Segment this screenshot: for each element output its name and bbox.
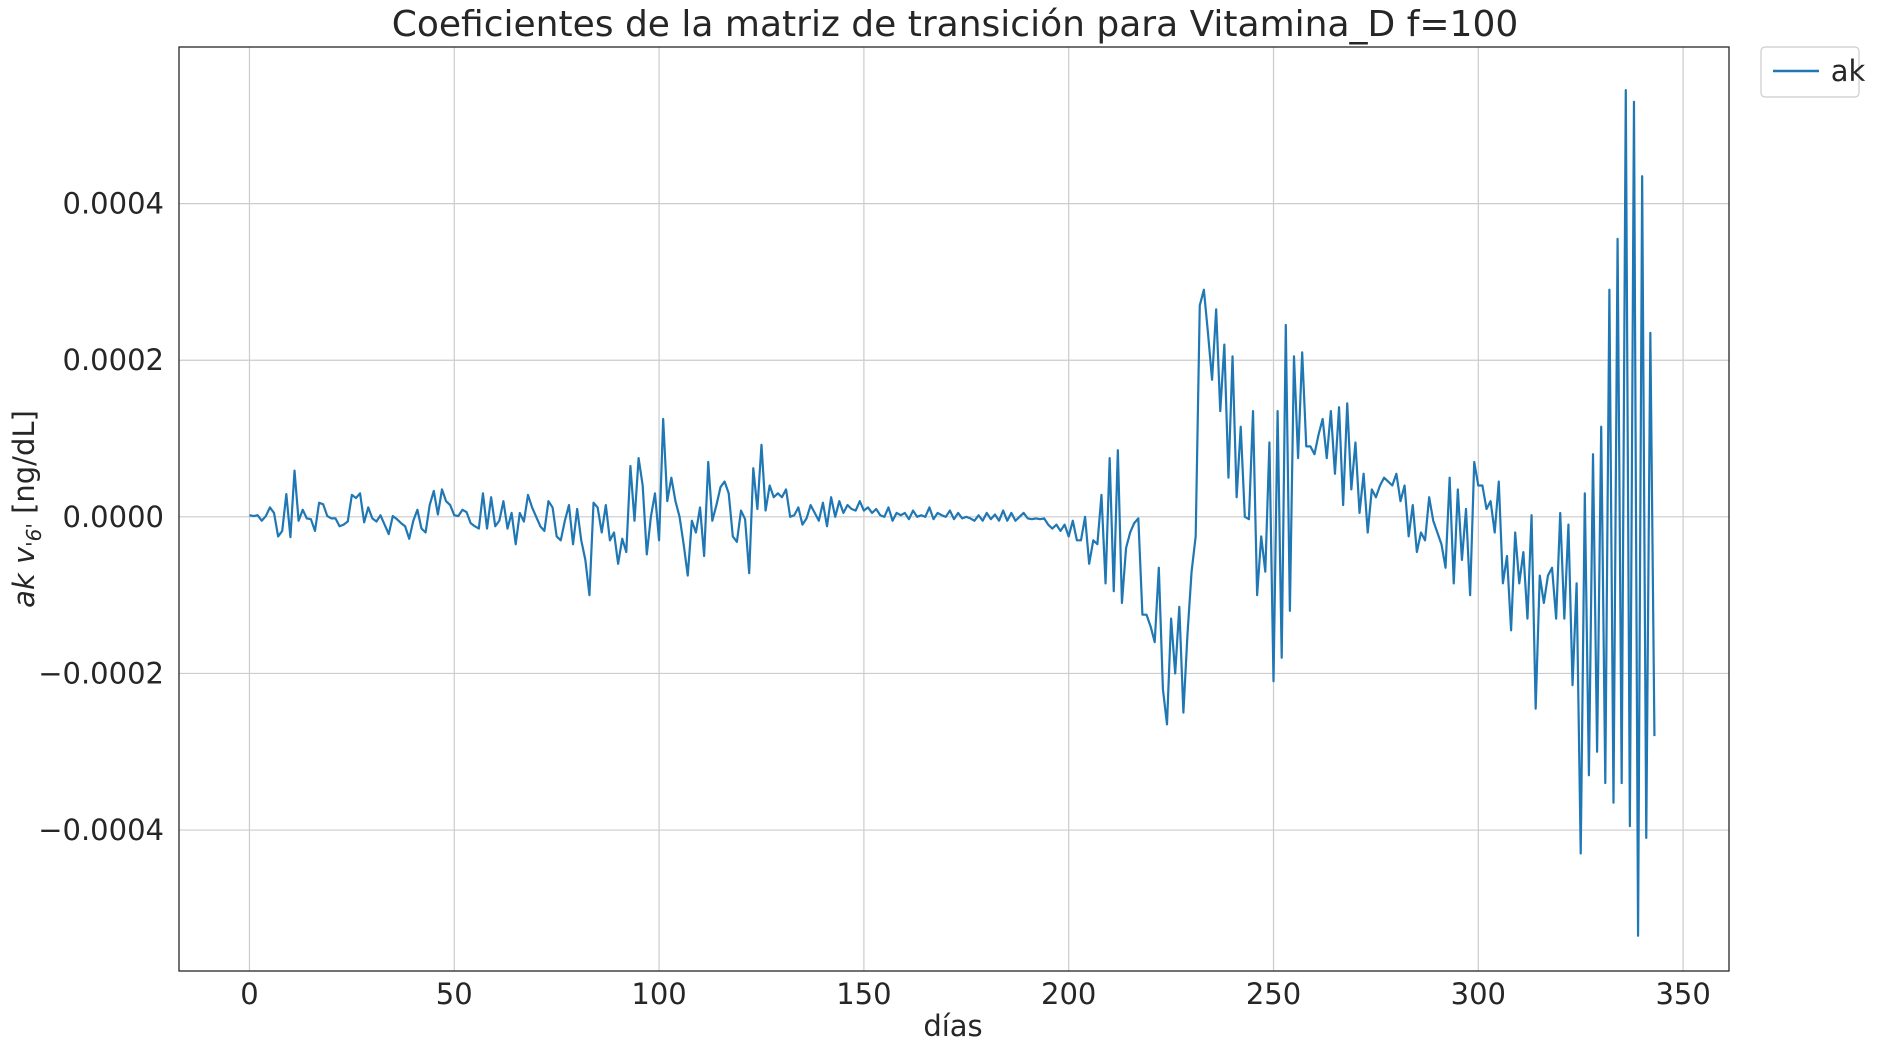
x-tick-label: 300: [1451, 977, 1506, 1011]
y-axis-label-subscript: '6': [22, 523, 46, 547]
y-tick-label: 0.0002: [63, 343, 164, 377]
series-line-ak: [249, 88, 1656, 937]
y-axis-label-unit: [ng/dL]: [7, 410, 41, 523]
y-tick-label: 0.0000: [63, 500, 164, 534]
x-ticks: 0 50 100 150 200 250 300 350: [240, 977, 1711, 1011]
y-tick-label: −0.0004: [38, 813, 164, 847]
y-tick-label: −0.0002: [38, 656, 164, 690]
y-axis-label: ak v'6' [ng/dL]: [7, 410, 46, 608]
x-tick-label: 250: [1246, 977, 1301, 1011]
y-ticks: −0.0004 −0.0002 0.0000 0.0002 0.0004: [38, 187, 164, 847]
legend: ak: [1760, 46, 1866, 98]
x-tick-label: 50: [436, 977, 473, 1011]
series-layer: [249, 88, 1656, 937]
y-tick-label: 0.0004: [63, 187, 164, 221]
y-axis-label-main: ak v: [7, 546, 41, 608]
x-tick-label: 350: [1655, 977, 1710, 1011]
x-tick-label: 100: [631, 977, 686, 1011]
legend-entry-ak: ak: [1831, 54, 1866, 88]
chart-title: Coeficientes de la matriz de transición …: [392, 4, 1519, 45]
x-tick-label: 150: [836, 977, 891, 1011]
x-tick-label: 200: [1041, 977, 1096, 1011]
plot-frame: [178, 46, 1730, 972]
x-axis-label: días: [923, 1009, 982, 1043]
x-tick-label: 0: [240, 977, 258, 1011]
